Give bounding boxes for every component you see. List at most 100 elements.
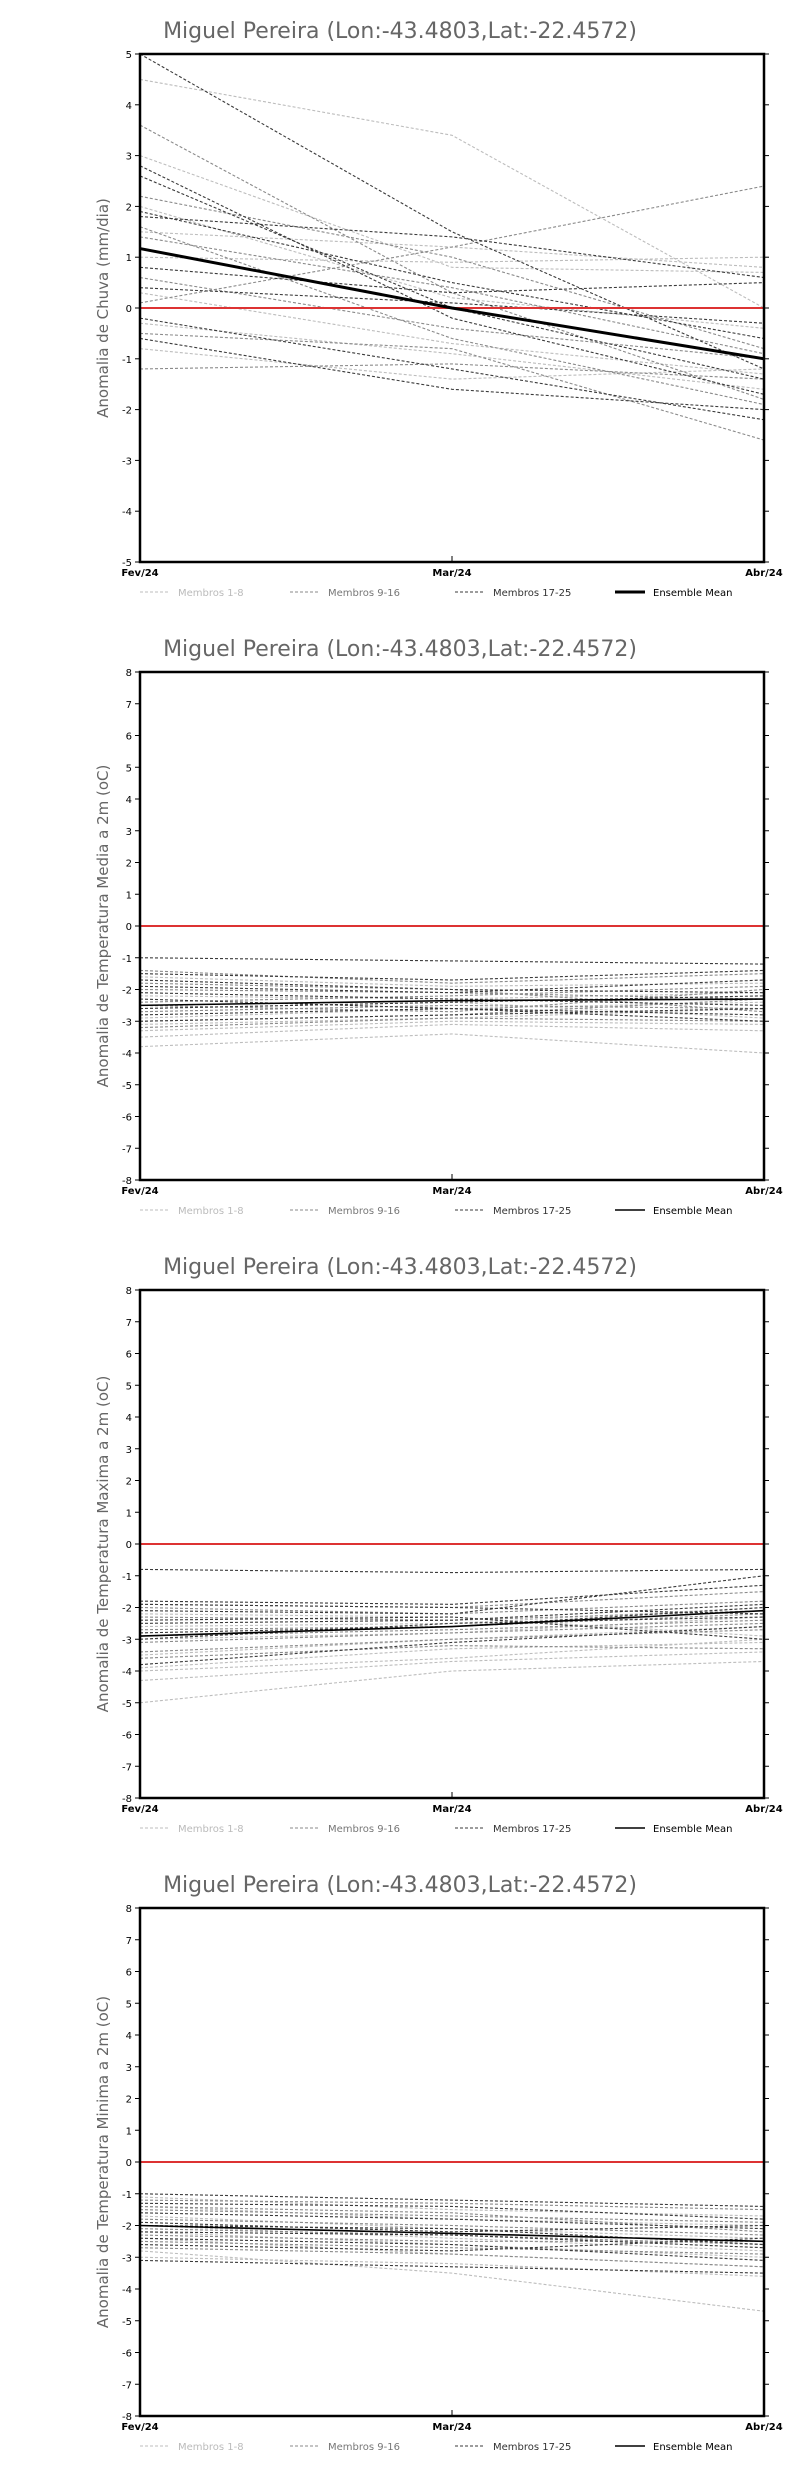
member-series-line: [139, 78, 765, 309]
member-series-line: [139, 1622, 765, 1643]
y-tick-label: -7: [122, 2380, 132, 2391]
y-tick-label: 5: [126, 50, 132, 61]
y-tick-label: -4: [122, 507, 132, 518]
y-tick-label: 1: [126, 1508, 132, 1519]
member-series-line: [139, 53, 765, 370]
member-series-line: [139, 363, 765, 380]
y-tick-label: 8: [126, 1904, 132, 1915]
y-tick-label: -2: [122, 406, 132, 417]
y-tick-label: 3: [126, 1445, 132, 1456]
member-series-line: [139, 992, 765, 1006]
y-tick-label: 3: [126, 152, 132, 163]
y-tick-label: 0: [126, 1540, 132, 1551]
member-series-line: [139, 1638, 765, 1672]
legend-label: Membros 1-8: [178, 2442, 244, 2453]
x-tick-label: Abr/24: [745, 568, 782, 579]
member-series-line: [139, 2221, 765, 2233]
y-tick-label: 4: [126, 1413, 132, 1424]
x-tick-label: Fev/24: [121, 1186, 158, 1197]
member-series-line: [139, 1616, 765, 1640]
ensemble-mean-line: [139, 998, 765, 1007]
y-tick-label: -8: [122, 2412, 132, 2423]
y-tick-label: 5: [126, 763, 132, 774]
chart-svg: Miguel Pereira (Lon:-43.4803,Lat:-22.457…: [94, 1873, 783, 2453]
member-series-line: [139, 322, 765, 390]
x-tick-label: Abr/24: [745, 1804, 782, 1815]
member-series-line: [139, 2193, 765, 2207]
member-series-line: [139, 1619, 765, 1637]
chart-panel-4: Miguel Pereira (Lon:-43.4803,Lat:-22.457…: [0, 1854, 800, 2472]
y-tick-label: -5: [122, 558, 132, 569]
y-tick-label: 5: [126, 1999, 132, 2010]
member-series-line: [139, 2259, 765, 2274]
x-tick-label: Fev/24: [121, 2422, 158, 2433]
member-series-line: [139, 205, 765, 329]
y-tick-label: -8: [122, 1794, 132, 1805]
member-series-line: [139, 266, 765, 294]
member-series-line: [139, 1616, 765, 1640]
y-tick-label: -7: [122, 1144, 132, 1155]
x-tick-label: Mar/24: [432, 568, 471, 579]
member-series-line: [139, 1660, 765, 1704]
member-series-line: [139, 1603, 765, 1615]
y-tick-label: -5: [122, 2317, 132, 2328]
member-series-line: [139, 317, 765, 421]
member-series-line: [139, 348, 765, 380]
y-tick-label: 8: [126, 1286, 132, 1297]
chart-title: Miguel Pereira (Lon:-43.4803,Lat:-22.457…: [163, 1873, 637, 1898]
chart-panel-1: Miguel Pereira (Lon:-43.4803,Lat:-22.457…: [0, 0, 800, 618]
member-series-line: [139, 1651, 765, 1682]
y-tick-label: 0: [126, 304, 132, 315]
member-series-line: [139, 2237, 765, 2252]
member-series-line: [139, 976, 765, 987]
legend-label: Membros 1-8: [178, 1824, 244, 1835]
member-series-line: [139, 2247, 765, 2268]
y-tick-label: -2: [122, 2222, 132, 2233]
y-tick-label: -4: [122, 1049, 132, 1060]
ensemble-mean-line: [139, 1609, 765, 1637]
y-tick-label: 1: [126, 2126, 132, 2137]
y-tick-label: 4: [126, 795, 132, 806]
y-tick-label: 7: [126, 1936, 132, 1947]
chart-svg: Miguel Pereira (Lon:-43.4803,Lat:-22.457…: [94, 1255, 783, 1835]
y-tick-label: -6: [122, 1731, 132, 1742]
y-tick-label: -3: [122, 456, 132, 467]
member-series-line: [139, 2212, 765, 2230]
member-series-line: [139, 2231, 765, 2249]
y-tick-label: 0: [126, 922, 132, 933]
chart-title: Miguel Pereira (Lon:-43.4803,Lat:-22.457…: [163, 19, 637, 44]
y-tick-label: 0: [126, 2158, 132, 2169]
y-axis-label: Anomalia de Temperatura Media a 2m (oC): [94, 765, 112, 1088]
member-series-line: [139, 155, 765, 273]
y-tick-label: 1: [126, 253, 132, 264]
member-series-line: [139, 165, 765, 395]
member-series-line: [139, 210, 765, 340]
ensemble-mean-line: [139, 2224, 765, 2243]
legend-label: Membros 9-16: [328, 1206, 400, 1217]
y-tick-label: -5: [122, 1699, 132, 1710]
member-series-line: [139, 2240, 765, 2255]
member-series-line: [139, 985, 765, 1003]
plot-frame: [138, 670, 766, 1182]
chart-panel-3: Miguel Pereira (Lon:-43.4803,Lat:-22.457…: [0, 1236, 800, 1854]
chart-svg: Miguel Pereira (Lon:-43.4803,Lat:-22.457…: [94, 637, 783, 1217]
y-tick-label: -3: [122, 2253, 132, 2264]
member-series-line: [139, 2202, 765, 2220]
legend-label: Membros 9-16: [328, 1824, 400, 1835]
y-tick-label: 5: [126, 1381, 132, 1392]
member-series-line: [139, 2209, 765, 2223]
y-tick-label: 6: [126, 732, 132, 743]
member-series-line: [139, 276, 765, 360]
chart-title: Miguel Pereira (Lon:-43.4803,Lat:-22.457…: [163, 637, 637, 662]
member-series-line: [139, 332, 765, 441]
x-tick-label: Fev/24: [121, 1804, 158, 1815]
y-tick-label: -1: [122, 355, 132, 366]
legend-label: Membros 9-16: [328, 2442, 400, 2453]
y-tick-label: -3: [122, 1017, 132, 1028]
member-series-line: [139, 236, 765, 355]
x-tick-label: Abr/24: [745, 1186, 782, 1197]
y-tick-label: 6: [126, 1350, 132, 1361]
legend-label: Membros 9-16: [328, 588, 400, 599]
member-series-line: [139, 1007, 765, 1022]
y-tick-label: 3: [126, 2063, 132, 2074]
